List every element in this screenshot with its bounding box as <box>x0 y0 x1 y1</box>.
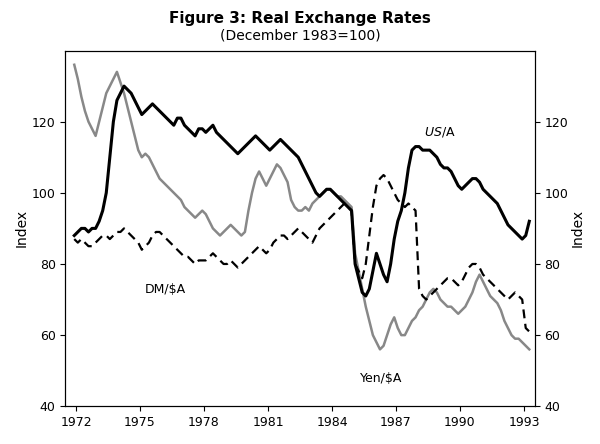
Text: DM/$A: DM/$A <box>144 283 185 296</box>
Text: $US/$A: $US/$A <box>424 126 455 139</box>
Text: Figure 3: Real Exchange Rates: Figure 3: Real Exchange Rates <box>169 11 431 26</box>
Y-axis label: Index: Index <box>571 209 585 247</box>
Text: Yen/$A: Yen/$A <box>360 372 402 385</box>
Y-axis label: Index: Index <box>15 209 29 247</box>
Text: (December 1983=100): (December 1983=100) <box>220 29 380 43</box>
